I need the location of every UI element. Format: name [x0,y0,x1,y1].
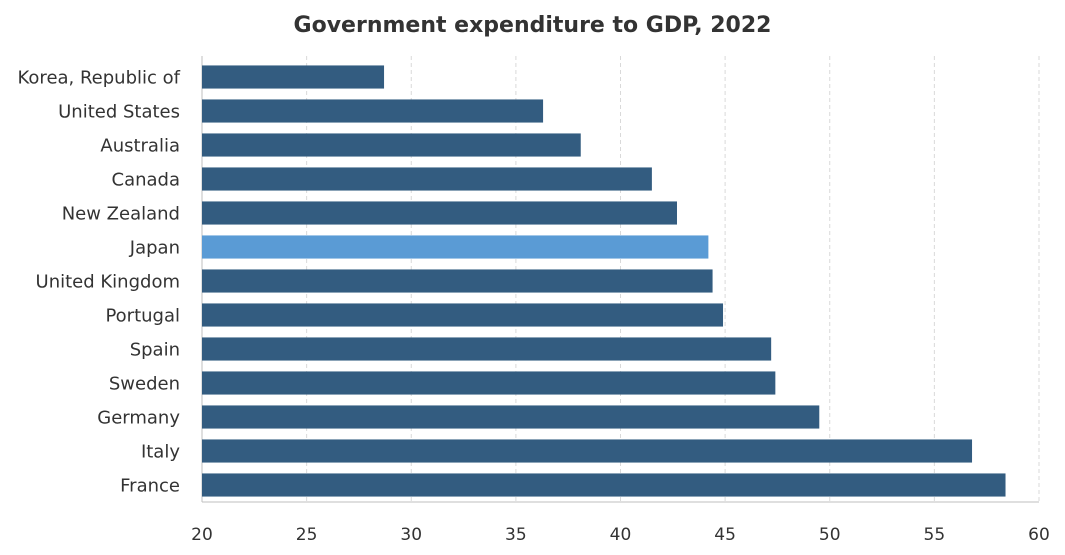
category-label: New Zealand [62,204,180,225]
bar [202,65,385,89]
x-tick-label: 40 [610,525,632,545]
category-label: Portugal [105,306,180,327]
category-label: Canada [112,170,181,191]
bar [202,269,713,293]
bar [202,303,724,327]
category-labels: Korea, Republic of United States Australia… [18,68,181,497]
x-tick-label: 55 [924,525,946,545]
category-label: Japan [129,238,180,259]
x-tick-label: 35 [505,525,527,545]
bar [202,235,709,259]
category-label: Spain [130,340,180,361]
category-label: France [120,476,180,497]
x-tick-label: 20 [191,525,213,545]
category-label: Sweden [109,374,180,395]
bar [202,337,772,361]
bar [202,167,652,191]
chart-title: Government expenditure to GDP, 2022 [293,13,772,38]
bar [202,473,1006,497]
x-tick-label: 30 [400,525,422,545]
category-label: Korea, Republic of [18,68,181,89]
bar [202,405,820,429]
category-label: Australia [100,136,180,157]
x-tick-label: 50 [819,525,841,545]
bar [202,439,973,463]
x-tick-label: 25 [296,525,318,545]
bar [202,133,581,157]
bar [202,99,544,123]
bars [202,65,1006,497]
x-tick-label: 45 [714,525,736,545]
bar [202,371,776,395]
category-label: United Kingdom [36,272,180,293]
x-axis-ticks: 20 25 30 35 40 45 50 55 60 [191,525,1050,545]
bar [202,201,677,225]
category-label: United States [58,102,180,123]
category-label: Italy [141,442,180,463]
x-tick-label: 60 [1028,525,1050,545]
category-label: Germany [97,408,180,429]
